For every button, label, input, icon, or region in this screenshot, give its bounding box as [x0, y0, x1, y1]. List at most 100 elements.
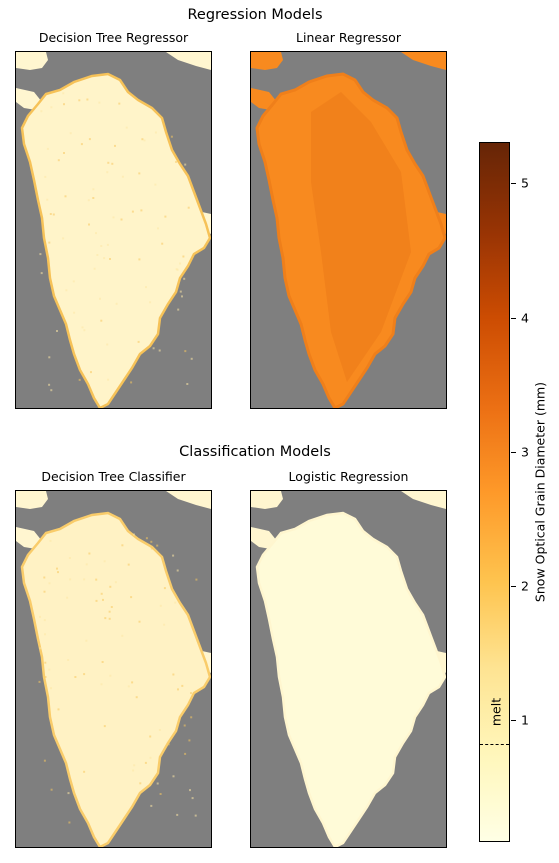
- pixel-speckle: [157, 227, 159, 230]
- pixel-speckle: [81, 326, 84, 329]
- pixel-speckle: [121, 544, 124, 547]
- pixel-speckle: [154, 183, 157, 186]
- panel-logistic-regression: [250, 490, 447, 848]
- pixel-speckle: [132, 769, 135, 772]
- pixel-speckle: [110, 606, 113, 608]
- pixel-speckle: [64, 195, 67, 198]
- pixel-speckle: [48, 241, 51, 244]
- pixel-speckle: [150, 547, 153, 550]
- pixel-speckle: [112, 216, 115, 219]
- panel-title-logistic-regression: Logistic Regression: [288, 469, 409, 484]
- pixel-speckle: [127, 685, 130, 688]
- pixel-speckle: [40, 272, 43, 275]
- pixel-speckle: [43, 619, 46, 622]
- colorbar-tick-label: 5: [521, 175, 529, 191]
- island-shape: [251, 491, 283, 509]
- pixel-speckle: [138, 172, 141, 175]
- panel-title-decision-tree-classifier: Decision Tree Classifier: [41, 469, 186, 484]
- map-decision-tree-regressor: [16, 52, 211, 408]
- pixel-speckle: [190, 692, 192, 695]
- pixel-speckle: [191, 797, 194, 800]
- interior-shade: [311, 92, 411, 382]
- pixel-speckle: [83, 673, 86, 676]
- island-shape: [166, 52, 211, 70]
- pixel-speckle: [179, 290, 182, 293]
- pixel-speckle: [109, 585, 112, 588]
- pixel-speckle: [50, 788, 53, 791]
- pixel-speckle: [156, 782, 159, 785]
- pixel-speckle: [163, 623, 166, 626]
- pixel-speckle: [145, 537, 148, 540]
- ice-sheet-shape: [20, 72, 211, 408]
- pixel-speckle: [109, 674, 112, 677]
- panel-decision-tree-regressor: [15, 51, 212, 409]
- pixel-speckle: [109, 258, 111, 260]
- pixel-speckle: [138, 258, 141, 261]
- pixel-speckle: [40, 110, 43, 113]
- pixel-speckle: [69, 578, 72, 581]
- pixel-speckle: [57, 571, 59, 574]
- colorbar-tick-label: 1: [521, 712, 529, 728]
- pixel-speckle: [98, 101, 101, 104]
- pixel-speckle: [38, 680, 41, 683]
- pixel-speckle: [62, 92, 65, 95]
- pixel-speckle: [92, 188, 95, 191]
- pixel-speckle: [85, 639, 88, 642]
- pixel-speckle: [177, 688, 179, 691]
- pixel-speckle: [43, 576, 46, 579]
- panel-linear-regressor: [250, 51, 447, 409]
- pixel-speckle: [174, 601, 177, 604]
- pixel-speckle: [140, 209, 143, 212]
- pixel-speckle: [120, 218, 123, 221]
- classification-models-title: Classification Models: [179, 444, 331, 460]
- melt-threshold-line: [480, 744, 509, 745]
- pixel-speckle: [68, 821, 71, 824]
- pixel-speckle: [78, 378, 81, 381]
- pixel-speckle: [103, 257, 106, 260]
- pixel-speckle: [44, 175, 47, 178]
- pixel-speckle: [39, 647, 42, 650]
- island-shape: [166, 491, 211, 509]
- ice-sheet-shape: [255, 511, 446, 847]
- pixel-speckle: [158, 729, 161, 731]
- pixel-speckle: [83, 578, 86, 581]
- colorbar-tick: [511, 720, 516, 721]
- pixel-speckle: [48, 383, 51, 386]
- pixel-speckle: [57, 159, 60, 162]
- pixel-speckle: [100, 592, 103, 595]
- pixel-speckle: [50, 389, 53, 392]
- pixel-speckle: [108, 617, 111, 620]
- pixel-speckle: [63, 152, 65, 154]
- pixel-speckle: [67, 659, 70, 661]
- map-decision-tree-classifier: [16, 491, 211, 847]
- pixel-speckle: [87, 199, 90, 202]
- colorbar-tick: [511, 452, 516, 453]
- pixel-speckle: [141, 138, 144, 141]
- pixel-speckle: [175, 160, 178, 163]
- pixel-speckle: [49, 213, 52, 215]
- pixel-speckle: [131, 681, 134, 684]
- pixel-speckle: [92, 197, 95, 199]
- pixel-speckle: [175, 268, 178, 271]
- melt-label: melt: [488, 697, 504, 727]
- pixel-speckle: [68, 557, 71, 559]
- pixel-speckle: [177, 308, 180, 311]
- pixel-speckle: [67, 792, 70, 795]
- pixel-speckle: [172, 775, 175, 778]
- pixel-speckle: [80, 143, 83, 146]
- pixel-speckle: [107, 378, 110, 381]
- pixel-speckle: [159, 793, 162, 795]
- pixel-speckle: [88, 552, 91, 555]
- panel-title-linear-regressor: Linear Regressor: [296, 30, 401, 45]
- pixel-speckle: [145, 286, 147, 289]
- pixel-speckle: [85, 563, 88, 566]
- pixel-speckle: [83, 770, 86, 773]
- pixel-speckle: [108, 610, 111, 613]
- colorbar-tick-label: 3: [521, 444, 529, 460]
- colorbar-tick: [511, 183, 516, 184]
- pixel-speckle: [194, 814, 197, 817]
- pixel-speckle: [190, 716, 193, 719]
- pixel-speckle: [39, 615, 41, 618]
- pixel-speckle: [114, 581, 117, 584]
- pixel-speckle: [78, 99, 81, 102]
